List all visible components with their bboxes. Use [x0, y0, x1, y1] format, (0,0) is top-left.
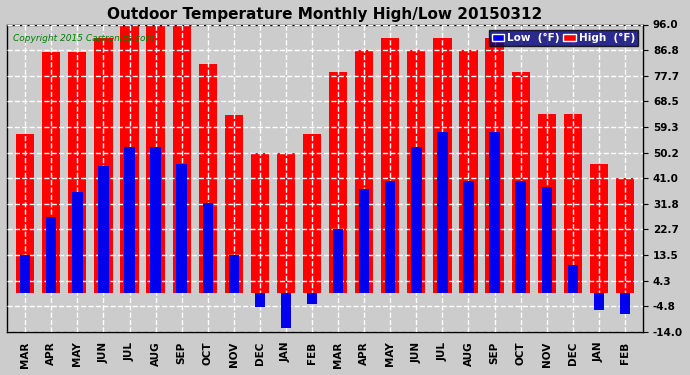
Bar: [411, 147, 422, 293]
Bar: [303, 134, 321, 293]
Bar: [146, 24, 165, 293]
Bar: [203, 203, 213, 293]
Bar: [225, 116, 243, 293]
Bar: [120, 24, 139, 293]
Bar: [407, 50, 426, 293]
Bar: [460, 50, 477, 293]
Bar: [355, 50, 373, 293]
Bar: [228, 255, 239, 293]
Bar: [250, 153, 269, 293]
Bar: [433, 39, 451, 293]
Bar: [568, 265, 578, 293]
Bar: [307, 293, 317, 304]
Bar: [72, 192, 83, 293]
Bar: [172, 24, 190, 293]
Bar: [620, 293, 630, 314]
Bar: [593, 293, 604, 310]
Bar: [564, 114, 582, 293]
Title: Outdoor Temperature Monthly High/Low 20150312: Outdoor Temperature Monthly High/Low 201…: [108, 7, 543, 22]
Bar: [20, 255, 30, 293]
Bar: [255, 293, 265, 307]
Bar: [489, 132, 500, 293]
Bar: [381, 39, 400, 293]
Bar: [463, 181, 474, 293]
Bar: [281, 293, 291, 328]
Bar: [437, 132, 448, 293]
Text: Copyright 2015 Cartronics.com: Copyright 2015 Cartronics.com: [13, 34, 155, 43]
Bar: [542, 187, 552, 293]
Bar: [277, 153, 295, 293]
Bar: [177, 164, 187, 293]
Legend: Low  (°F), High  (°F): Low (°F), High (°F): [489, 30, 638, 46]
Bar: [46, 217, 57, 293]
Bar: [329, 72, 347, 293]
Bar: [16, 134, 34, 293]
Bar: [95, 39, 112, 293]
Bar: [590, 164, 608, 293]
Bar: [511, 72, 530, 293]
Bar: [150, 147, 161, 293]
Bar: [616, 178, 634, 293]
Bar: [333, 230, 344, 293]
Bar: [68, 53, 86, 293]
Bar: [42, 53, 61, 293]
Bar: [98, 166, 108, 293]
Bar: [538, 114, 556, 293]
Bar: [515, 181, 526, 293]
Bar: [124, 147, 135, 293]
Bar: [199, 64, 217, 293]
Bar: [385, 181, 395, 293]
Bar: [359, 189, 369, 293]
Bar: [486, 39, 504, 293]
